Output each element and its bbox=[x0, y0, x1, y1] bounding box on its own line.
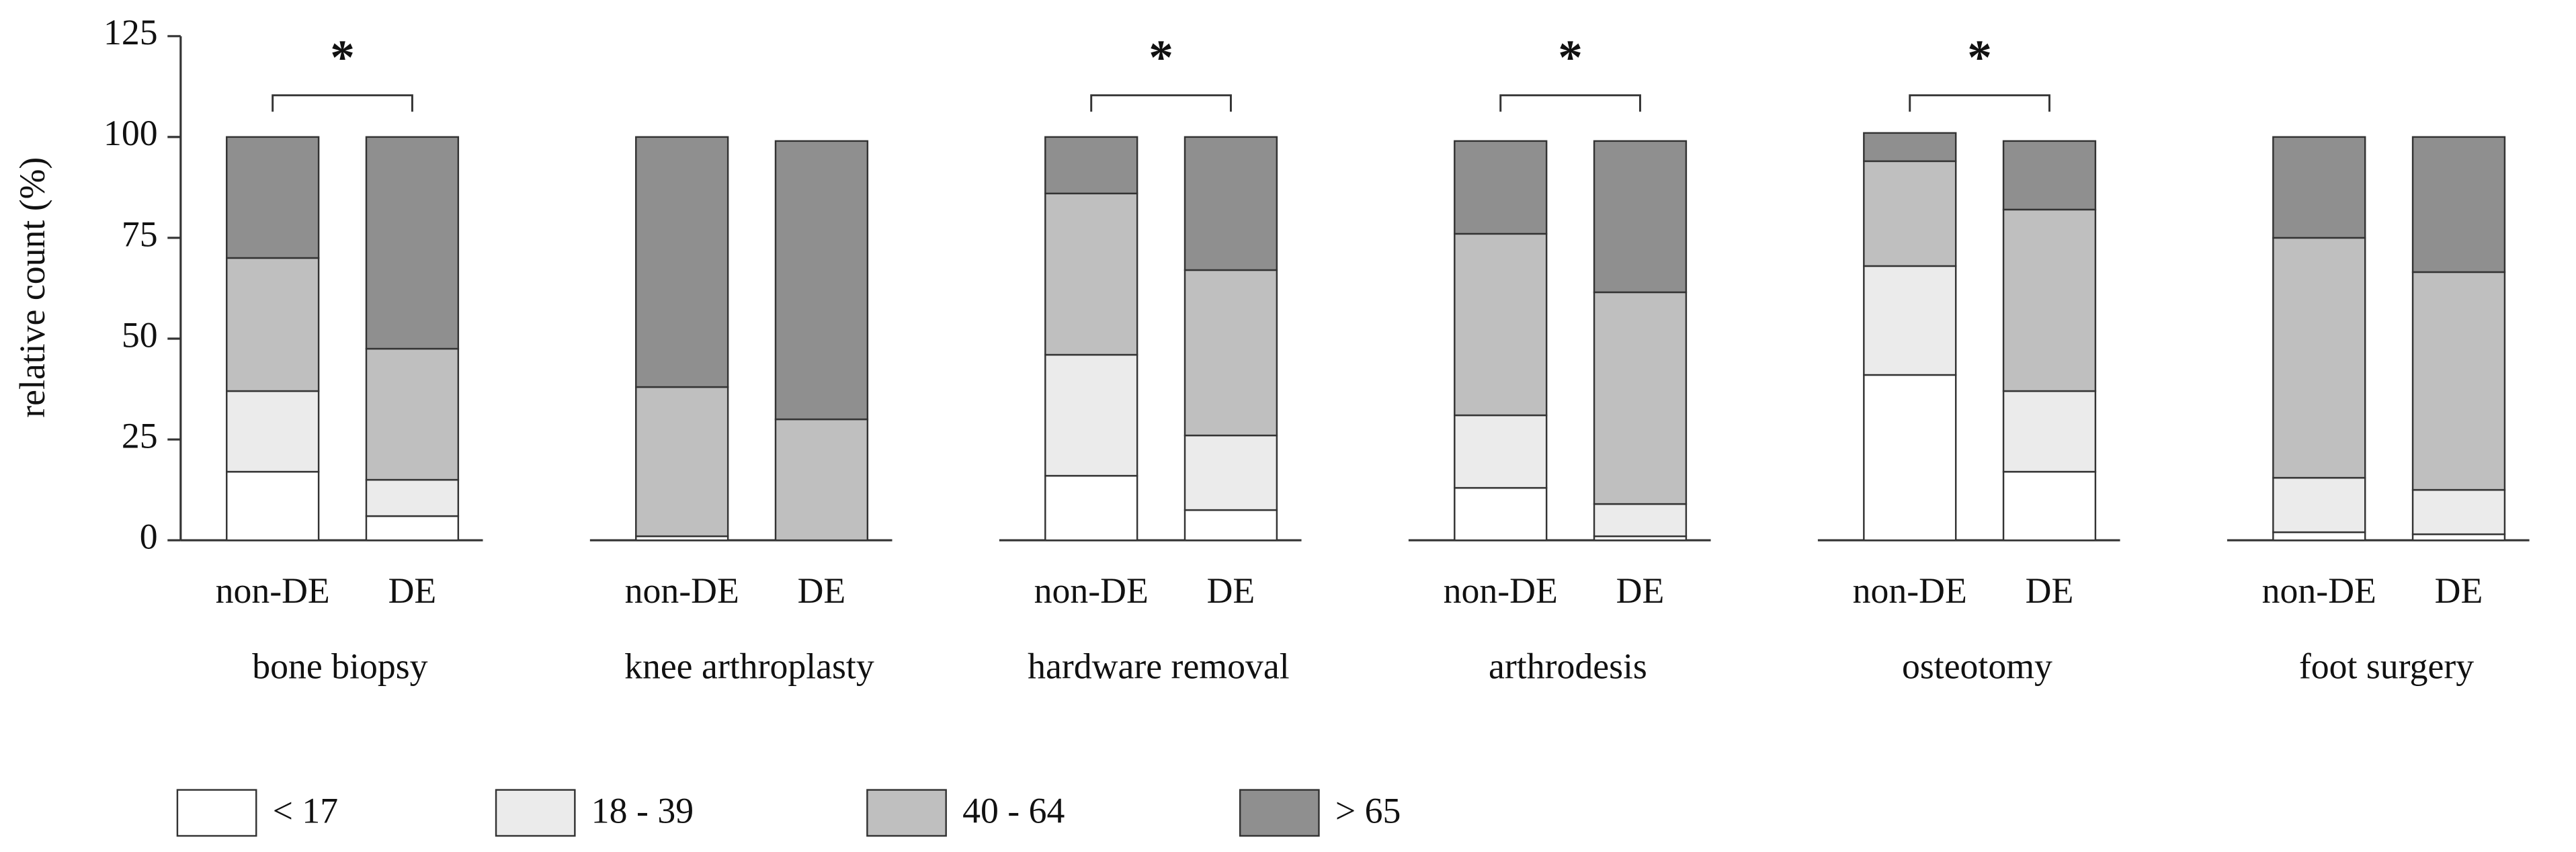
x-tick-label: non-DE bbox=[1853, 570, 1967, 611]
bar-segment bbox=[2411, 136, 2506, 273]
bar-segment bbox=[365, 347, 460, 481]
y-tick-label: 100 bbox=[103, 113, 158, 153]
x-tick-label: DE bbox=[1207, 570, 1255, 611]
x-tick-label: non-DE bbox=[625, 570, 739, 611]
bar-segment bbox=[2411, 488, 2506, 536]
bar-segment bbox=[1044, 136, 1138, 195]
significance-bracket bbox=[1499, 94, 1641, 112]
significance-bracket bbox=[1909, 94, 2050, 112]
x-tick-label: non-DE bbox=[1444, 570, 1558, 611]
bar-segment bbox=[1863, 132, 1957, 163]
legend-label: < 17 bbox=[273, 791, 339, 831]
bar-segment bbox=[365, 515, 460, 542]
bar-segment bbox=[1454, 414, 1548, 489]
bar-segment bbox=[2272, 136, 2366, 239]
panel-title: bone biopsy bbox=[252, 646, 427, 687]
bar-segment bbox=[774, 140, 869, 421]
bar-segment bbox=[2002, 390, 2097, 473]
x-tick-label: non-DE bbox=[1034, 570, 1149, 611]
panel-title: arthrodesis bbox=[1489, 646, 1647, 687]
bar-segment bbox=[365, 478, 460, 517]
significance-marker: * bbox=[1149, 30, 1173, 85]
bar-segment bbox=[1593, 291, 1688, 505]
bar-segment bbox=[2272, 531, 2366, 542]
bar-segment bbox=[226, 470, 320, 542]
bar-segment bbox=[1863, 374, 1957, 542]
bar-segment bbox=[1454, 232, 1548, 417]
bar-segment bbox=[1454, 140, 1548, 235]
y-axis-label: relative count (%) bbox=[12, 157, 52, 418]
bar-segment bbox=[1454, 486, 1548, 542]
significance-bracket bbox=[272, 94, 413, 112]
bar-segment bbox=[1593, 503, 1688, 538]
significance-marker: * bbox=[1558, 30, 1583, 85]
bar-segment bbox=[226, 257, 320, 392]
legend-swatch bbox=[866, 789, 947, 837]
legend-label: 18 - 39 bbox=[591, 791, 694, 831]
x-tick-label: DE bbox=[798, 570, 846, 611]
x-tick-label: DE bbox=[2435, 570, 2483, 611]
panel-title: knee arthroplasty bbox=[624, 646, 874, 687]
x-tick-label: DE bbox=[1616, 570, 1665, 611]
bar-segment bbox=[226, 390, 320, 473]
bar-segment bbox=[2002, 140, 2097, 211]
significance-marker: * bbox=[1967, 30, 1992, 85]
bar-segment bbox=[1183, 136, 1278, 271]
bar-segment bbox=[2411, 533, 2506, 542]
panel-title: hardware removal bbox=[1028, 646, 1289, 687]
bar-segment bbox=[1044, 192, 1138, 356]
bar-segment bbox=[2411, 271, 2506, 491]
bar-segment bbox=[1183, 509, 1278, 542]
panel-title: osteotomy bbox=[1902, 646, 2052, 687]
x-tick-label: non-DE bbox=[216, 570, 330, 611]
bar-segment bbox=[1183, 269, 1278, 437]
significance-marker: * bbox=[330, 30, 355, 85]
y-tick-label: 75 bbox=[122, 214, 158, 254]
legend-swatch bbox=[1239, 789, 1320, 837]
bar-segment bbox=[365, 136, 460, 350]
x-tick-label: DE bbox=[2026, 570, 2074, 611]
bar-segment bbox=[1863, 160, 1957, 267]
bar-segment bbox=[1593, 140, 1688, 294]
y-tick-label: 125 bbox=[103, 12, 158, 52]
bar-segment bbox=[1044, 353, 1138, 477]
bar-segment bbox=[635, 386, 729, 538]
significance-bracket bbox=[1090, 94, 1232, 112]
x-tick-label: DE bbox=[388, 570, 437, 611]
legend-label: 40 - 64 bbox=[962, 791, 1065, 831]
bar-segment bbox=[1183, 434, 1278, 511]
bar-segment bbox=[635, 136, 729, 388]
x-tick-label: non-DE bbox=[2262, 570, 2376, 611]
bar-segment bbox=[774, 418, 869, 542]
legend-swatch bbox=[495, 789, 576, 837]
y-tick-label: 25 bbox=[122, 415, 158, 456]
bar-segment bbox=[226, 136, 320, 259]
bar-segment bbox=[2002, 470, 2097, 542]
y-tick-label: 0 bbox=[140, 516, 158, 556]
bar-segment bbox=[2272, 476, 2366, 534]
bar-segment bbox=[1044, 474, 1138, 542]
legend-swatch bbox=[176, 789, 257, 837]
panel-title: foot surgery bbox=[2299, 646, 2474, 687]
legend-label: > 65 bbox=[1335, 791, 1401, 831]
y-tick-label: 50 bbox=[122, 314, 158, 355]
bar-segment bbox=[1863, 265, 1957, 376]
bar-segment bbox=[2272, 237, 2366, 479]
bar-segment bbox=[2002, 208, 2097, 392]
